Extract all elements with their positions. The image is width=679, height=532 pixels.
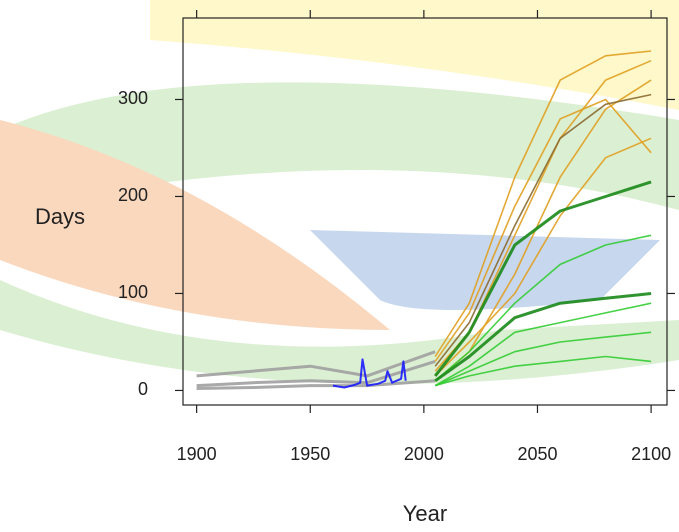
y-axis-label: Days <box>35 204 85 229</box>
x-tick-label: 2000 <box>404 444 444 464</box>
x-tick-label: 2050 <box>517 444 557 464</box>
watermark <box>0 0 679 384</box>
y-tick-label: 200 <box>118 185 148 205</box>
x-tick-label: 1900 <box>177 444 217 464</box>
y-tick-label: 0 <box>138 379 148 399</box>
y-tick-label: 100 <box>118 282 148 302</box>
x-tick-label: 2100 <box>631 444 671 464</box>
chart: Days Year 1900 1950 2000 2050 2100 0 100 200 300 <box>0 0 679 532</box>
x-tick-label: 1950 <box>290 444 330 464</box>
x-axis-label: Year <box>403 501 447 526</box>
y-tick-label: 300 <box>118 88 148 108</box>
